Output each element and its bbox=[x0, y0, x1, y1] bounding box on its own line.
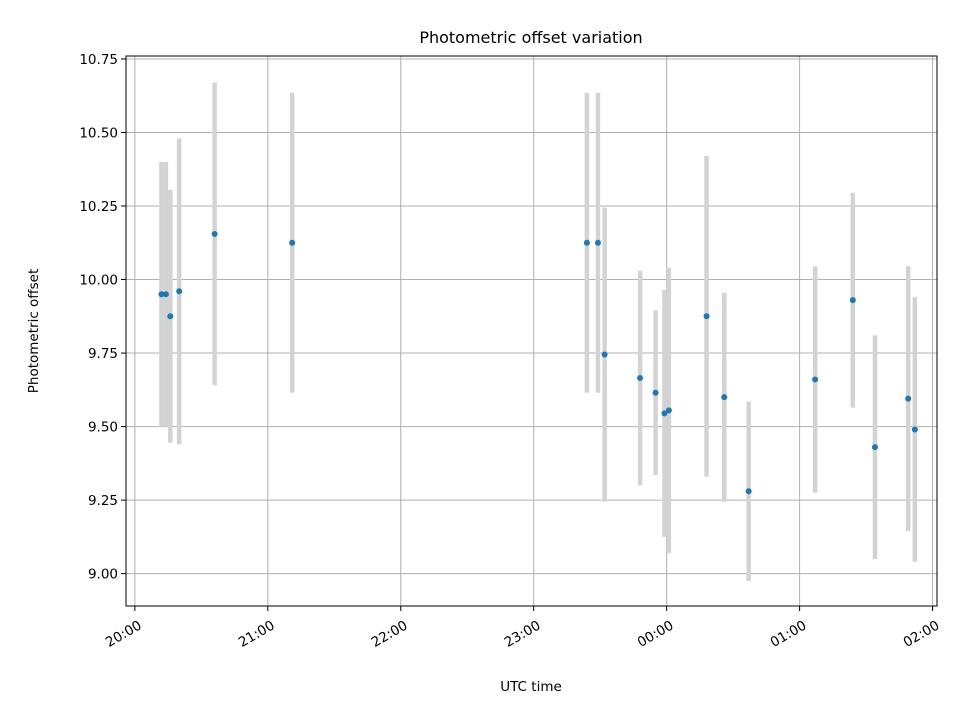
data-point bbox=[665, 407, 672, 414]
y-tick-label: 9.25 bbox=[88, 493, 118, 509]
data-point bbox=[703, 313, 710, 320]
data-point bbox=[905, 395, 912, 402]
grid bbox=[126, 56, 937, 606]
data-point bbox=[637, 375, 644, 382]
data-point bbox=[594, 239, 601, 246]
y-axis-ticks: 9.00 9.25 9.50 9.75 10.00 10.25 10.50 10.75 bbox=[79, 52, 126, 583]
data-point bbox=[812, 376, 819, 383]
data-point bbox=[158, 291, 165, 298]
data-point bbox=[162, 291, 169, 298]
y-tick-label: 9.50 bbox=[88, 420, 118, 436]
data-point bbox=[652, 389, 659, 396]
data-point bbox=[211, 230, 218, 237]
data-point bbox=[167, 313, 174, 320]
data-point bbox=[911, 426, 918, 433]
data-point bbox=[583, 239, 590, 246]
y-axis-label: Photometric offset bbox=[26, 269, 42, 393]
data-point bbox=[176, 288, 183, 295]
x-axis-label: UTC time bbox=[500, 679, 562, 695]
plot-frame bbox=[125, 55, 938, 607]
y-tick-label: 10.00 bbox=[79, 273, 118, 289]
data-point bbox=[601, 351, 608, 358]
y-tick-label: 9.75 bbox=[88, 346, 118, 362]
data-point bbox=[289, 239, 296, 246]
y-tick-label: 10.25 bbox=[79, 199, 118, 215]
y-tick-label: 9.00 bbox=[88, 567, 118, 583]
data-point bbox=[849, 297, 856, 304]
data-point bbox=[745, 488, 752, 495]
y-tick-label: 10.75 bbox=[79, 52, 118, 68]
chart-title: Photometric offset variation bbox=[419, 28, 642, 47]
data-points bbox=[158, 230, 918, 495]
data-point bbox=[871, 444, 878, 451]
data-point bbox=[661, 410, 668, 417]
data-point bbox=[721, 394, 728, 401]
y-tick-label: 10.50 bbox=[79, 125, 118, 141]
